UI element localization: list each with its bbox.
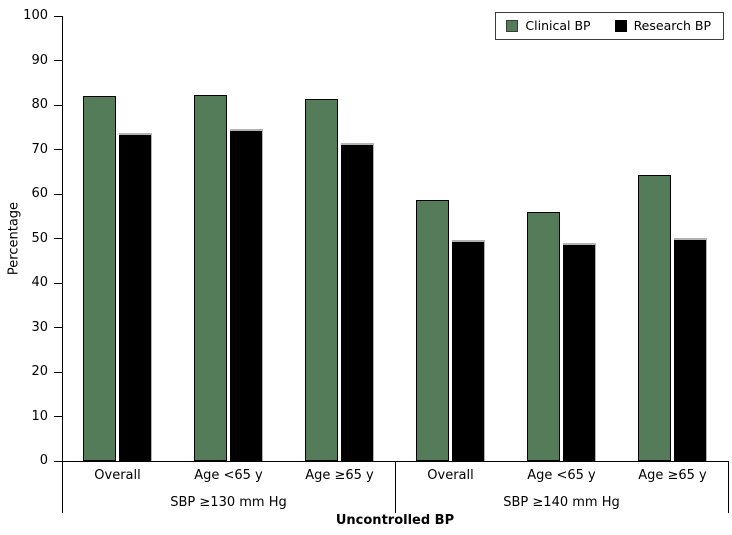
y-axis-tick-label: 90	[31, 52, 48, 68]
legend-label-research-bp: Research BP	[633, 18, 711, 33]
y-axis-tick-label: 100	[23, 8, 48, 23]
research-bp-bar	[563, 242, 596, 461]
clinical-bp-bar	[416, 199, 449, 461]
y-axis-tick	[54, 104, 62, 106]
x-axis-category-label: Overall	[94, 468, 141, 483]
clinical-bp-bar	[527, 211, 560, 461]
clinical-bp-bar	[305, 98, 338, 461]
x-axis-group-label: SBP ≥130 mm Hg	[170, 495, 287, 510]
clinical-bp-swatch-icon	[506, 20, 519, 32]
clinical-bp-bar	[638, 174, 671, 461]
y-axis-tick-label: 80	[31, 97, 48, 112]
research-bp-bar	[674, 237, 707, 461]
research-bp-bar	[452, 240, 485, 461]
clinical-bp-bar	[83, 95, 116, 461]
y-axis-tick-label: 20	[31, 364, 48, 379]
x-axis-group-label: SBP ≥140 mm Hg	[503, 495, 620, 510]
research-bp-bar	[119, 133, 152, 461]
group-divider-line	[395, 461, 396, 513]
y-axis-tick-label: 50	[31, 230, 48, 246]
legend-item-research-bp: Research BP	[614, 18, 711, 33]
y-axis-tick	[54, 282, 62, 284]
y-axis-tick	[54, 60, 62, 61]
y-axis-tick-label: 40	[31, 275, 48, 290]
y-axis-tick	[54, 416, 62, 417]
y-axis-tick-label: 60	[31, 186, 48, 201]
group-divider-line	[728, 461, 729, 513]
y-axis-tick-label: 70	[31, 141, 48, 157]
y-axis-tick	[54, 15, 62, 17]
y-axis-tick	[54, 371, 62, 373]
y-axis-tick	[54, 149, 62, 150]
y-axis-tick	[54, 238, 62, 239]
research-bp-bar	[230, 128, 263, 461]
x-axis-title: Uncontrolled BP	[335, 513, 455, 528]
x-axis-category-label: Overall	[427, 468, 474, 483]
research-bp-bar	[341, 142, 374, 461]
clinical-bp-bar	[194, 94, 227, 461]
x-axis-category-label: Age ≥65 y	[638, 468, 707, 483]
x-axis-category-label: Age ≥65 y	[305, 468, 374, 483]
group-divider-line	[62, 461, 63, 513]
x-axis-category-label: Age <65 y	[527, 468, 596, 483]
legend-label-clinical-bp: Clinical BP	[525, 18, 591, 33]
y-axis-tick	[54, 460, 62, 462]
y-axis-tick	[54, 327, 62, 328]
legend: Clinical BP Research BP	[495, 12, 724, 40]
y-axis-tick-label: 30	[31, 319, 48, 335]
research-bp-swatch-icon	[614, 20, 627, 32]
y-axis-tick	[54, 193, 62, 195]
y-axis-tick-label: 0	[39, 453, 48, 468]
y-axis-title: Percentage	[6, 201, 22, 276]
y-axis-line	[62, 16, 63, 462]
y-axis-tick-label: 10	[31, 408, 48, 424]
x-axis-category-label: Age <65 y	[194, 468, 263, 483]
legend-item-clinical-bp: Clinical BP	[506, 18, 591, 33]
